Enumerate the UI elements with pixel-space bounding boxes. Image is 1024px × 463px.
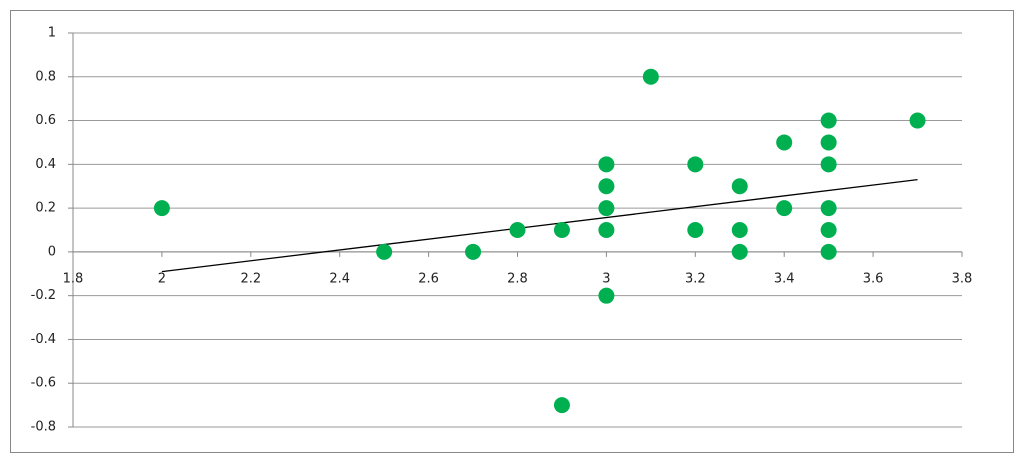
y-tick-label: -0.2 bbox=[31, 288, 56, 303]
data-point bbox=[820, 112, 837, 129]
x-tick-label: 2.8 bbox=[507, 271, 528, 286]
x-tick-label: 3.2 bbox=[685, 271, 706, 286]
data-point bbox=[731, 178, 748, 195]
x-tick-label: 2.4 bbox=[329, 271, 350, 286]
data-point bbox=[153, 200, 170, 217]
data-point bbox=[687, 222, 704, 238]
data-point bbox=[465, 243, 482, 260]
x-tick-label: 3 bbox=[602, 271, 610, 286]
data-point bbox=[687, 156, 704, 173]
data-point bbox=[731, 243, 748, 260]
trendline bbox=[161, 179, 918, 273]
y-tick-label: 0.4 bbox=[35, 157, 56, 172]
data-point bbox=[820, 156, 837, 173]
y-tick-label: 0 bbox=[48, 244, 56, 259]
data-point bbox=[598, 222, 615, 238]
y-tick-label: -0.6 bbox=[31, 376, 56, 391]
data-point bbox=[820, 134, 837, 151]
data-point bbox=[642, 68, 659, 85]
data-point bbox=[820, 243, 837, 260]
y-tick-label: -0.4 bbox=[31, 332, 56, 347]
data-point bbox=[598, 200, 615, 217]
data-point bbox=[731, 222, 748, 238]
data-point bbox=[820, 200, 837, 217]
data-point bbox=[553, 397, 570, 414]
y-tick-label: 0.8 bbox=[35, 69, 56, 84]
y-tick-label: -0.8 bbox=[31, 420, 56, 435]
y-tick-label: 0.6 bbox=[35, 113, 56, 128]
x-tick-label: 2 bbox=[158, 271, 166, 286]
data-point bbox=[909, 112, 926, 129]
x-tick-label: 3.4 bbox=[774, 271, 795, 286]
data-point bbox=[376, 243, 393, 260]
data-point bbox=[776, 134, 793, 151]
x-tick-label: 2.2 bbox=[240, 271, 261, 286]
y-tick-label: 1 bbox=[48, 26, 56, 41]
data-point bbox=[820, 222, 837, 238]
x-tick-label: 2.6 bbox=[418, 271, 439, 286]
data-point bbox=[598, 287, 615, 304]
data-point bbox=[509, 222, 526, 238]
x-tick-label: 3.8 bbox=[952, 271, 973, 286]
x-tick-label: 3.6 bbox=[863, 271, 884, 286]
data-point bbox=[553, 222, 570, 238]
y-tick-label: 0.2 bbox=[35, 201, 56, 216]
data-point bbox=[776, 200, 793, 217]
data-point bbox=[598, 178, 615, 195]
x-tick-label: 1.8 bbox=[63, 271, 84, 286]
data-point bbox=[598, 156, 615, 173]
